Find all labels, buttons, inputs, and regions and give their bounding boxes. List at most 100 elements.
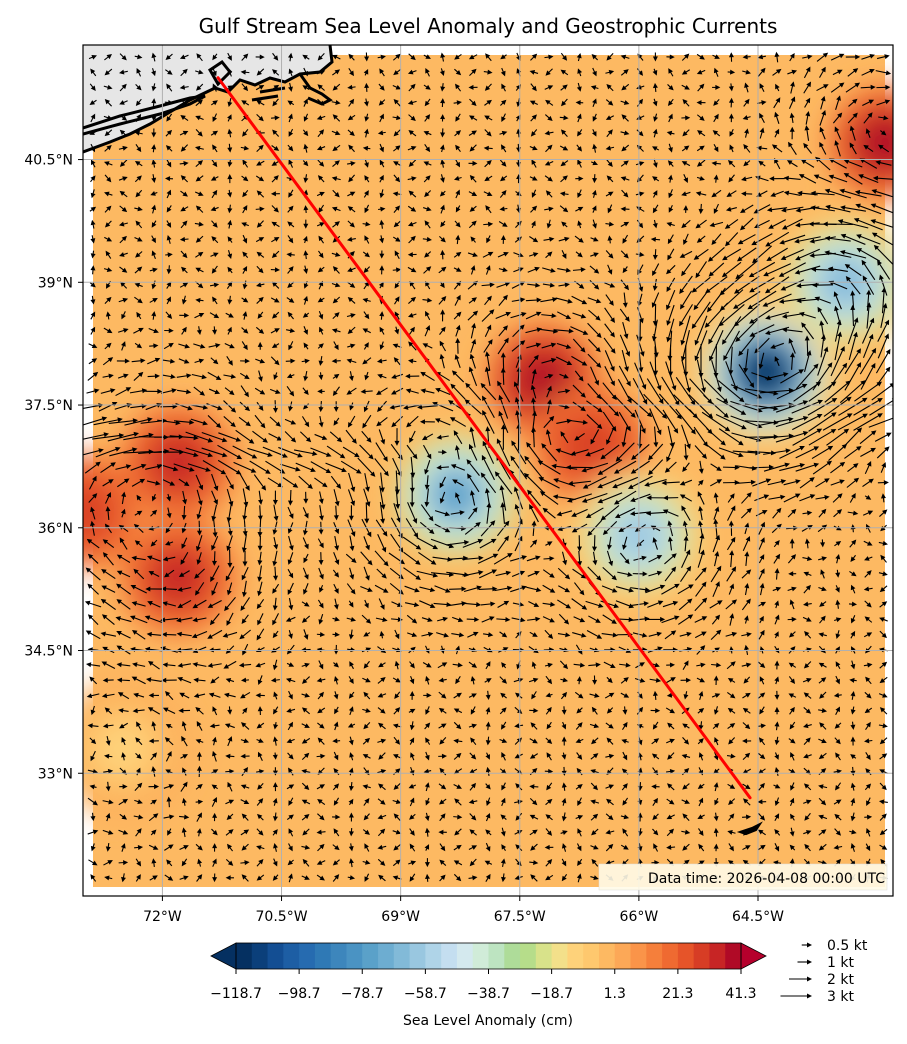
current-vector-head (621, 85, 627, 91)
current-vector-head (410, 146, 417, 151)
current-vector-head (273, 145, 280, 151)
current-vector (875, 70, 892, 76)
current-vector-head (440, 86, 446, 92)
current-vector (880, 130, 887, 136)
current-vector-head (151, 70, 156, 77)
current-vector (559, 115, 569, 121)
chart-title: Gulf Stream Sea Level Anomaly and Geostr… (199, 14, 778, 38)
current-vector (652, 128, 658, 138)
current-vector-head (363, 69, 369, 75)
current-vector-head (393, 99, 399, 105)
current-vector (212, 144, 218, 153)
current-vector-head (196, 85, 202, 91)
current-vector-head (621, 146, 627, 152)
current-vector-head (151, 86, 157, 92)
current-vector (196, 53, 203, 62)
current-vector-head (547, 115, 553, 122)
current-vector (561, 98, 568, 107)
current-vector-head (852, 68, 859, 74)
current-vector (820, 95, 826, 110)
current-vector-head (838, 53, 845, 59)
current-vector (544, 54, 554, 60)
current-vector-head (410, 115, 416, 121)
current-vector (530, 114, 537, 122)
current-vector-head (529, 69, 536, 75)
current-vector-head (317, 55, 323, 61)
current-vector (134, 160, 143, 167)
current-vector (469, 98, 477, 107)
current-vector-head (196, 53, 202, 59)
current-vector (620, 130, 630, 136)
current-vector (483, 145, 493, 151)
current-vector-head (607, 100, 614, 106)
current-vector (849, 125, 856, 141)
current-vector-head (334, 69, 341, 75)
current-vector-head (713, 67, 719, 74)
current-vector (863, 144, 874, 153)
current-vector-head (227, 85, 234, 91)
current-vectors (83, 51, 893, 883)
current-vector-head (334, 130, 341, 136)
current-vector-head (759, 127, 765, 134)
current-vector-head (529, 100, 536, 106)
current-vector (620, 100, 630, 105)
current-vector (696, 114, 705, 121)
current-vector-head (699, 115, 705, 121)
current-vector (288, 113, 293, 123)
current-vector (728, 97, 734, 108)
current-vector-head (455, 130, 462, 136)
current-vector-head (759, 83, 765, 89)
current-vector-head (880, 130, 887, 136)
current-vector (195, 115, 204, 121)
current-vector (529, 145, 538, 151)
current-vector (863, 112, 873, 124)
current-vector (241, 53, 249, 61)
current-vector (845, 82, 861, 93)
current-vector (774, 128, 780, 138)
current-vector-head (563, 115, 569, 121)
current-vector (166, 113, 173, 122)
current-vector (759, 127, 765, 139)
current-vector-head (790, 96, 796, 102)
current-vector (484, 83, 492, 91)
current-vector-head (303, 143, 309, 150)
current-vector-shaft (789, 143, 797, 155)
current-vector (423, 84, 431, 90)
current-vector (90, 159, 96, 168)
current-vector-head (501, 99, 507, 105)
current-vector-head (119, 100, 125, 105)
current-vector-head (134, 130, 140, 136)
current-vector-head (834, 126, 840, 133)
current-vector (835, 95, 841, 111)
current-vector-head (195, 115, 201, 121)
current-vector (379, 113, 384, 123)
current-vector-head (682, 98, 688, 105)
current-vector (681, 53, 690, 61)
current-vector-head (883, 115, 889, 121)
current-vector-head (532, 145, 538, 151)
current-vector-head (788, 141, 793, 148)
current-vector (544, 130, 554, 136)
current-vector-head (744, 82, 749, 88)
current-vector-head (576, 113, 582, 120)
current-vector (135, 143, 142, 153)
current-vector (227, 159, 233, 168)
current-vector (364, 82, 370, 92)
current-vector-head (623, 100, 630, 105)
current-vector-head (547, 85, 554, 90)
current-vector (407, 100, 417, 105)
current-vector (666, 130, 675, 136)
current-vector-head (271, 161, 278, 166)
current-vector (241, 100, 250, 106)
current-vector-head (256, 100, 262, 105)
current-vector (151, 98, 157, 108)
current-vector (620, 69, 629, 76)
current-vector-head (259, 54, 265, 60)
current-vector (134, 54, 143, 60)
current-vector (681, 69, 691, 75)
current-vector-head (332, 54, 338, 60)
current-vector-head (425, 68, 430, 74)
current-vector-head (699, 145, 705, 151)
current-vector (104, 68, 113, 76)
current-vector (440, 114, 446, 122)
